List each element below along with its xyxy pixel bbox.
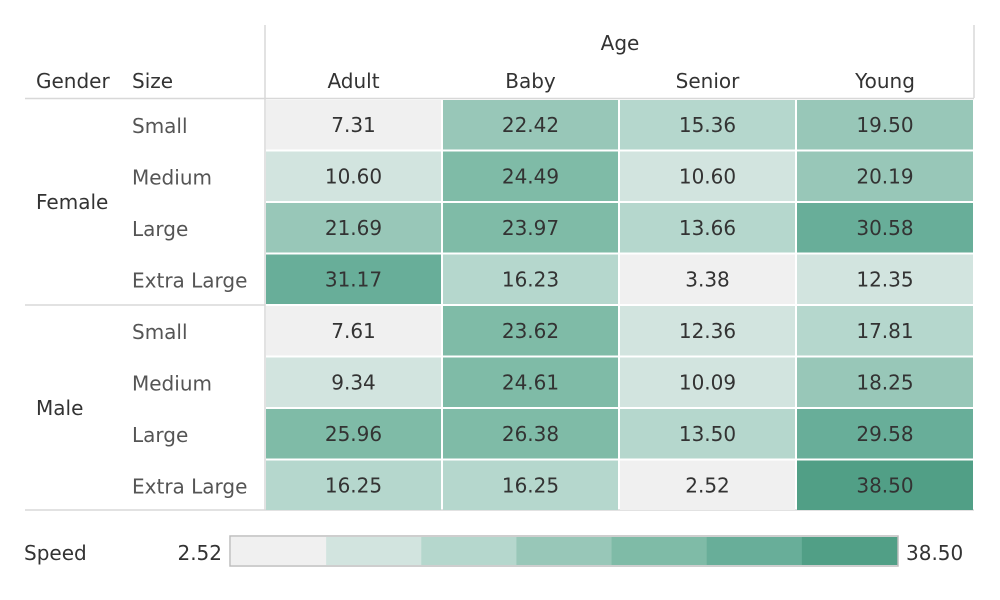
- cell-value-label: 9.34: [331, 370, 376, 394]
- column-dimension-title: Age: [601, 31, 640, 55]
- legend-swatch: [231, 537, 327, 565]
- size-label: Extra Large: [132, 268, 247, 292]
- legend-border: [229, 535, 899, 567]
- heatmap-cell: [620, 100, 795, 150]
- legend-swatch: [326, 537, 422, 565]
- size-label: Large: [132, 423, 188, 447]
- cell-value-label: 10.60: [325, 164, 382, 188]
- size-label: Medium: [132, 371, 212, 395]
- column-headers: Adult Baby Senior Young: [327, 69, 914, 93]
- cell-value-label: 3.38: [685, 267, 730, 291]
- cell-value-label: 24.61: [502, 370, 559, 394]
- heatmap-cell: [443, 254, 618, 304]
- cell-value-label: 12.36: [679, 319, 736, 343]
- heatmap-cell: [266, 460, 441, 510]
- legend-swatch: [421, 537, 517, 565]
- heatmap-cell: [443, 409, 618, 459]
- column-header-baby: Baby: [505, 69, 556, 93]
- heatmap-cell: [266, 409, 441, 459]
- heatmap-cell: [266, 151, 441, 201]
- cell-value-label: 23.62: [502, 319, 559, 343]
- cell-value-label: 38.50: [856, 473, 913, 497]
- cell-value-label: 12.35: [856, 267, 913, 291]
- heatmap-cells: 7.31 22.42 15.36 19.50 10.60 24.49 10.60 20.19 2…: [266, 100, 973, 510]
- legend-min-label: 2.52: [177, 541, 222, 565]
- cell-value-label: 24.49: [502, 164, 559, 188]
- size-label: Large: [132, 217, 188, 241]
- heatmap-cell: [797, 409, 973, 459]
- heatmap-cell: [443, 306, 618, 356]
- heatmap-cell: [797, 254, 973, 304]
- gender-column-header: Gender: [36, 69, 110, 93]
- cell-value-label: 17.81: [856, 319, 913, 343]
- heatmap-cell: [797, 357, 973, 407]
- row-labels: Female Small Medium Large Extra Large Male Sma…: [36, 114, 247, 499]
- legend-title: Speed: [24, 541, 87, 565]
- column-header-senior: Senior: [676, 69, 740, 93]
- heatmap-cell: [797, 460, 973, 510]
- cell-value-label: 10.09: [679, 370, 736, 394]
- heatmap-cell: [266, 254, 441, 304]
- gender-label-male: Male: [36, 396, 83, 420]
- cell-value-label: 16.25: [502, 473, 559, 497]
- cell-value-label: 2.52: [685, 473, 730, 497]
- cell-value-label: 13.66: [679, 216, 736, 240]
- cell-value-label: 20.19: [856, 164, 913, 188]
- heatmap-cell: [266, 306, 441, 356]
- heatmap-cell: [620, 409, 795, 459]
- heatmap-cell: [620, 460, 795, 510]
- cell-value-label: 31.17: [325, 267, 382, 291]
- color-legend: Speed 2.52 38.50: [24, 535, 963, 567]
- legend-swatch: [611, 537, 708, 565]
- heatmap-cell: [443, 100, 618, 150]
- heatmap-cell: [443, 151, 618, 201]
- cell-value-label: 13.50: [679, 422, 736, 446]
- heatmap-cell: [443, 203, 618, 253]
- size-column-header: Size: [132, 69, 173, 93]
- column-header-adult: Adult: [327, 69, 379, 93]
- column-header-young: Young: [854, 69, 915, 93]
- legend-swatch: [706, 537, 803, 565]
- size-label: Small: [132, 114, 188, 138]
- heatmap-cell: [620, 306, 795, 356]
- cell-value-label: 21.69: [325, 216, 382, 240]
- cell-value-label: 16.25: [325, 473, 382, 497]
- heatmap-cell: [266, 357, 441, 407]
- legend-swatch: [801, 537, 898, 565]
- cell-value-label: 7.31: [331, 113, 376, 137]
- heatmap-cell: [266, 203, 441, 253]
- heatmap-cell: [620, 151, 795, 201]
- legend-swatch: [516, 537, 613, 565]
- cell-value-label: 16.23: [502, 267, 559, 291]
- size-label: Extra Large: [132, 474, 247, 498]
- heatmap-cell: [620, 203, 795, 253]
- heatmap-cell: [797, 203, 973, 253]
- cell-value-label: 15.36: [679, 113, 736, 137]
- cell-value-label: 7.61: [331, 319, 376, 343]
- cell-value-label: 18.25: [856, 370, 913, 394]
- gender-label-female: Female: [36, 190, 108, 214]
- heatmap-cell: [797, 100, 973, 150]
- cell-value-label: 25.96: [325, 422, 382, 446]
- heatmap-cell: [443, 460, 618, 510]
- cell-value-label: 30.58: [856, 216, 913, 240]
- heatmap-cell: [620, 357, 795, 407]
- cell-value-label: 26.38: [502, 422, 559, 446]
- heatmap-cell: [266, 100, 441, 150]
- heatmap-cell: [443, 357, 618, 407]
- heatmap-cell: [797, 306, 973, 356]
- cell-value-label: 29.58: [856, 422, 913, 446]
- cell-value-label: 22.42: [502, 113, 559, 137]
- legend-max-label: 38.50: [906, 541, 963, 565]
- heatmap-cell: [620, 254, 795, 304]
- legend-swatches: [231, 537, 898, 565]
- size-label: Medium: [132, 165, 212, 189]
- cell-value-label: 19.50: [856, 113, 913, 137]
- cell-value-label: 10.60: [679, 164, 736, 188]
- cell-value-label: 23.97: [502, 216, 559, 240]
- size-label: Small: [132, 320, 188, 344]
- heatmap-cell: [797, 151, 973, 201]
